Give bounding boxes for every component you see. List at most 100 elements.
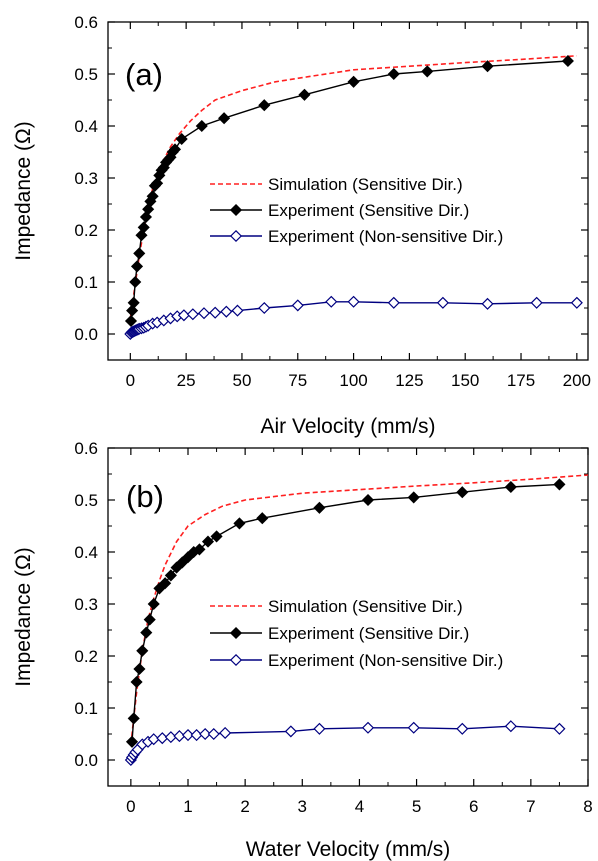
data-point-open-diamond — [207, 727, 220, 741]
panel-label: (b) — [126, 479, 164, 514]
data-point-filled-diamond — [130, 675, 143, 689]
y-tick-label: 0.2 — [74, 647, 98, 666]
data-point-filled-diamond — [561, 54, 574, 68]
data-point-filled-diamond — [126, 304, 139, 317]
x-tick-label: 6 — [469, 797, 478, 816]
x-tick-label: 200 — [563, 371, 591, 390]
y-tick-label: 0.3 — [74, 595, 98, 614]
data-point-open-diamond — [481, 297, 494, 310]
x-tick-label: 125 — [395, 371, 423, 390]
x-axis-title: Air Velocity (mm/s) — [260, 415, 435, 438]
legend-label: Experiment (Non-sensitive Dir.) — [268, 227, 503, 246]
data-point-filled-diamond — [229, 626, 243, 640]
data-point-filled-diamond — [229, 203, 243, 217]
data-point-open-diamond — [570, 296, 583, 309]
x-tick-label: 5 — [412, 797, 421, 816]
data-point-filled-diamond — [133, 662, 146, 676]
data-point-open-diamond — [530, 296, 543, 309]
y-tick-label: 0.1 — [74, 273, 98, 292]
x-tick-label: 100 — [339, 371, 367, 390]
x-tick-label: 75 — [288, 371, 307, 390]
panel-label: (a) — [125, 57, 163, 92]
data-point-open-diamond — [220, 305, 233, 318]
legend-label: Simulation (Sensitive Dir.) — [268, 175, 463, 194]
y-tick-label: 0.5 — [74, 491, 98, 510]
data-point-filled-diamond — [256, 512, 269, 525]
data-point-open-diamond — [284, 725, 297, 738]
data-point-filled-diamond — [233, 517, 246, 530]
data-point-filled-diamond — [168, 143, 182, 156]
data-point-filled-diamond — [146, 190, 159, 203]
x-tick-label: 50 — [232, 371, 251, 390]
data-point-open-diamond — [231, 304, 244, 317]
x-tick-label: 8 — [583, 797, 592, 816]
data-point-filled-diamond — [258, 99, 271, 112]
data-point-filled-diamond — [143, 613, 156, 626]
data-point-filled-diamond — [456, 486, 469, 499]
y-tick-label: 0.4 — [74, 543, 98, 562]
x-tick-label: 0 — [126, 797, 135, 816]
data-point-open-diamond — [347, 295, 360, 308]
data-point-filled-diamond — [139, 210, 153, 224]
data-point-filled-diamond — [210, 530, 223, 543]
data-point-open-diamond — [229, 653, 243, 667]
data-point-filled-diamond — [387, 67, 400, 81]
y-tick-label: 0.0 — [74, 325, 98, 344]
x-tick-label: 3 — [298, 797, 307, 816]
y-tick-label: 0.5 — [74, 65, 98, 84]
data-point-filled-diamond — [313, 501, 326, 514]
data-point-filled-diamond — [421, 65, 434, 78]
data-point-filled-diamond — [175, 132, 188, 146]
panel-b: 0 1 2 3 4 5 6 7 8 0.0 0.1 0.2 0.3 0.4 0.5 0.6 Water Velo… — [12, 439, 593, 861]
data-point-open-diamond — [387, 296, 400, 309]
data-point-filled-diamond — [347, 75, 360, 88]
x-tick-label: 7 — [526, 797, 535, 816]
data-point-filled-diamond — [130, 260, 144, 273]
data-point-filled-diamond — [147, 597, 160, 611]
legend-label: Simulation (Sensitive Dir.) — [268, 597, 463, 616]
legend-label: Experiment (Sensitive Dir.) — [268, 624, 469, 643]
legend-label: Experiment (Sensitive Dir.) — [268, 201, 469, 220]
x-tick-label: 4 — [355, 797, 364, 816]
data-point-filled-diamond — [298, 88, 311, 101]
data-point-filled-diamond — [504, 480, 517, 494]
data-point-filled-diamond — [127, 296, 140, 309]
data-point-open-diamond — [219, 726, 232, 740]
x-tick-label: 150 — [451, 371, 479, 390]
x-axis-title: Water Velocity (mm/s) — [246, 838, 451, 861]
data-point-filled-diamond — [140, 626, 153, 639]
data-point-filled-diamond — [201, 535, 215, 548]
data-point-filled-diamond — [159, 577, 172, 590]
series-1 — [124, 54, 574, 328]
data-point-open-diamond — [325, 295, 338, 308]
data-point-open-diamond — [407, 721, 420, 734]
plot-frame — [107, 447, 589, 787]
data-point-filled-diamond — [127, 712, 140, 725]
data-point-open-diamond — [456, 722, 469, 735]
data-point-filled-diamond — [136, 644, 149, 657]
data-point-filled-diamond — [481, 60, 494, 73]
y-tick-label: 0.6 — [74, 13, 98, 32]
data-point-open-diamond — [291, 299, 304, 312]
data-point-open-diamond — [313, 722, 326, 735]
data-point-open-diamond — [553, 722, 566, 735]
series-2 — [124, 295, 583, 341]
y-axis-title: Impedance (Ω) — [12, 121, 35, 260]
data-point-filled-diamond — [195, 119, 208, 133]
data-point-open-diamond — [229, 229, 243, 243]
data-point-open-diamond — [436, 296, 449, 309]
data-point-filled-diamond — [361, 493, 375, 507]
data-point-filled-diamond — [218, 112, 231, 125]
series-2 — [124, 720, 566, 767]
y-tick-label: 0.1 — [74, 699, 98, 718]
data-point-filled-diamond — [125, 735, 139, 748]
data-point-open-diamond — [504, 720, 517, 733]
y-tick-label: 0.3 — [74, 169, 98, 188]
data-point-filled-diamond — [407, 491, 420, 504]
x-tick-label: 175 — [507, 371, 535, 390]
legend: Simulation (Sensitive Dir.) Experiment (S… — [210, 175, 503, 246]
y-tick-label: 0.6 — [74, 439, 98, 458]
y-tick-label: 0.4 — [74, 117, 98, 136]
plot-frame — [107, 21, 589, 361]
